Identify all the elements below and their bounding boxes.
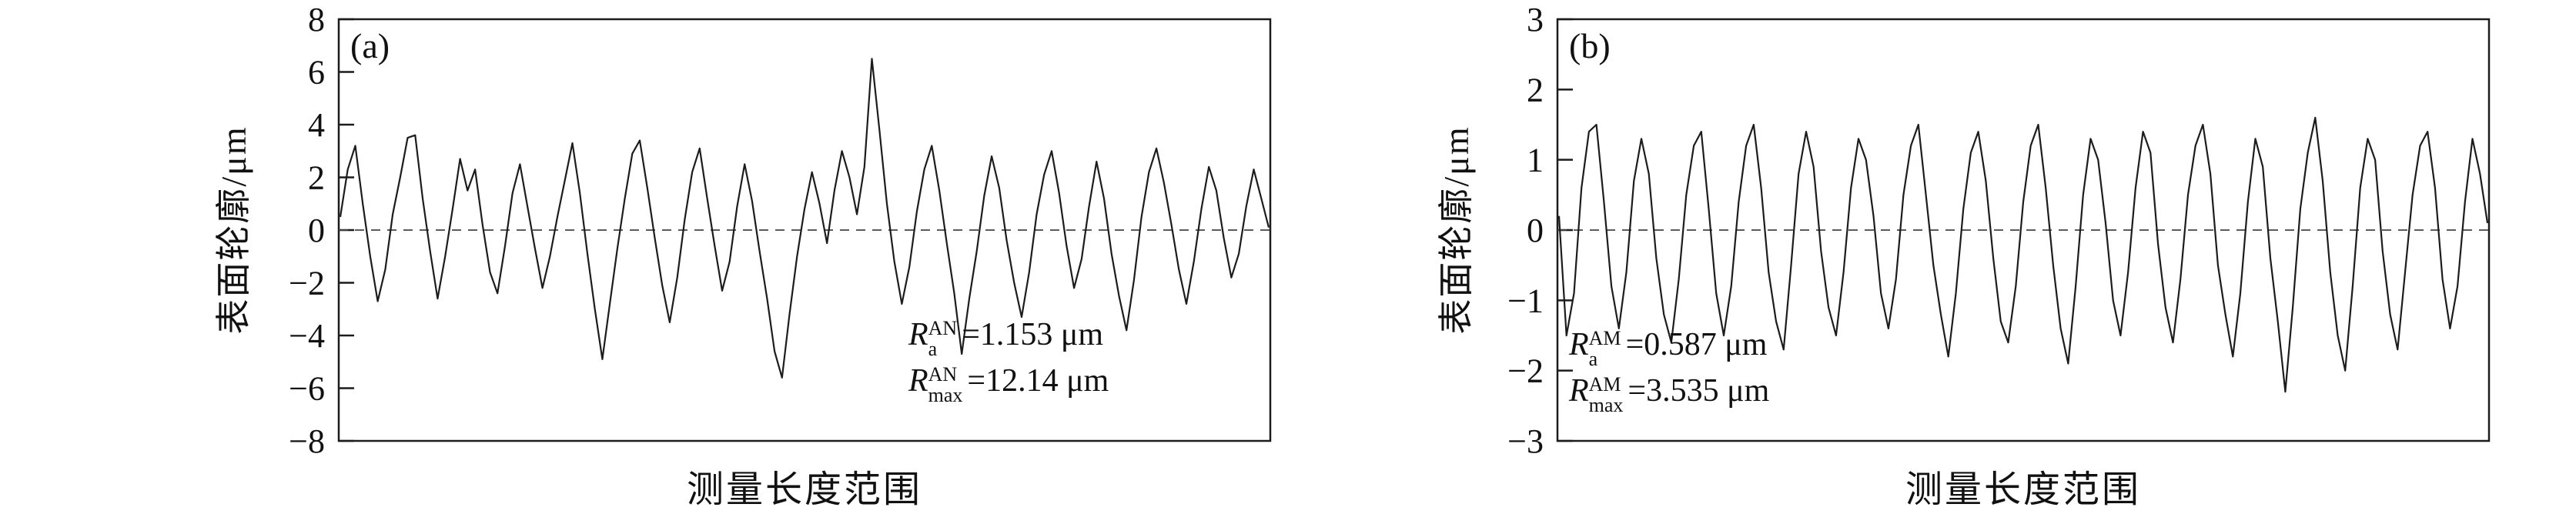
chart-a-panel: −8 −6 −4 −2 0 2 4 6 8 表面轮廓/μm (a) R AN a =1.153 μm … (214, 1, 1272, 510)
svg-text:4: 4 (308, 106, 325, 144)
svg-text:−6: −6 (289, 370, 325, 408)
svg-text:−4: −4 (289, 317, 325, 355)
svg-text:0: 0 (308, 212, 325, 249)
svg-text:−2: −2 (289, 265, 325, 302)
svg-text:6: 6 (308, 54, 325, 92)
ra-annotation: R AN a =1.153 μm (908, 312, 1109, 361)
ra-annotation: R AM a =0.587 μm (1569, 322, 1769, 371)
roughness-annotations-a: R AN a =1.153 μm R AN max =12.14 μm (908, 312, 1109, 407)
r-subscript: a (1588, 348, 1598, 371)
svg-text:−8: −8 (289, 422, 325, 460)
svg-text:3: 3 (1527, 1, 1544, 38)
profile-chart-b: −3 −2 −1 0 1 2 3 (1507, 1, 2491, 460)
r-symbol: R (908, 363, 928, 399)
r-superscript: AM (1588, 373, 1621, 396)
roughness-annotations-b: R AM a =0.587 μm R AM max =3.535 μm (1569, 322, 1770, 417)
r-superscript: AM (1588, 327, 1621, 350)
svg-text:0: 0 (1527, 212, 1544, 249)
panel-label-a: (a) (350, 26, 390, 65)
r-subscript: max (1588, 394, 1624, 417)
r-symbol: R (1569, 373, 1589, 409)
profile-chart-a: −8 −6 −4 −2 0 2 4 6 8 (289, 1, 1272, 460)
r-value: =12.14 μm (967, 363, 1109, 399)
svg-text:−2: −2 (1507, 352, 1544, 390)
r-superscript: AN (928, 317, 958, 340)
y-axis-title-b: 表面轮廓/μm (1437, 125, 1476, 335)
svg-text:−3: −3 (1507, 422, 1544, 460)
y-axis-title-a: 表面轮廓/μm (214, 125, 253, 335)
rmax-annotation: R AN max =12.14 μm (908, 358, 1109, 407)
rmax-annotation: R AM max =3.535 μm (1569, 368, 1770, 417)
r-value: =0.587 μm (1625, 327, 1768, 362)
svg-text:8: 8 (308, 1, 325, 38)
x-axis-title-a: 测量长度范围 (686, 469, 922, 510)
svg-text:−1: −1 (1507, 282, 1544, 319)
chart-b-panel: −3 −2 −1 0 1 2 3 表面轮廓/μm (b) R AM a =0.587 μm R AM… (1288, 0, 2576, 514)
r-superscript: AN (928, 363, 958, 386)
svg-text:2: 2 (308, 159, 325, 197)
r-subscript: max (928, 384, 963, 407)
r-subscript: a (928, 338, 938, 361)
x-axis-title-b: 测量长度范围 (1905, 469, 2141, 510)
r-symbol: R (1569, 327, 1589, 362)
r-symbol: R (908, 317, 928, 352)
panel-label-b: (b) (1569, 26, 1611, 65)
svg-text:2: 2 (1527, 71, 1544, 108)
r-value: =1.153 μm (962, 317, 1104, 352)
r-value: =3.535 μm (1628, 373, 1770, 409)
svg-text:1: 1 (1527, 142, 1544, 179)
